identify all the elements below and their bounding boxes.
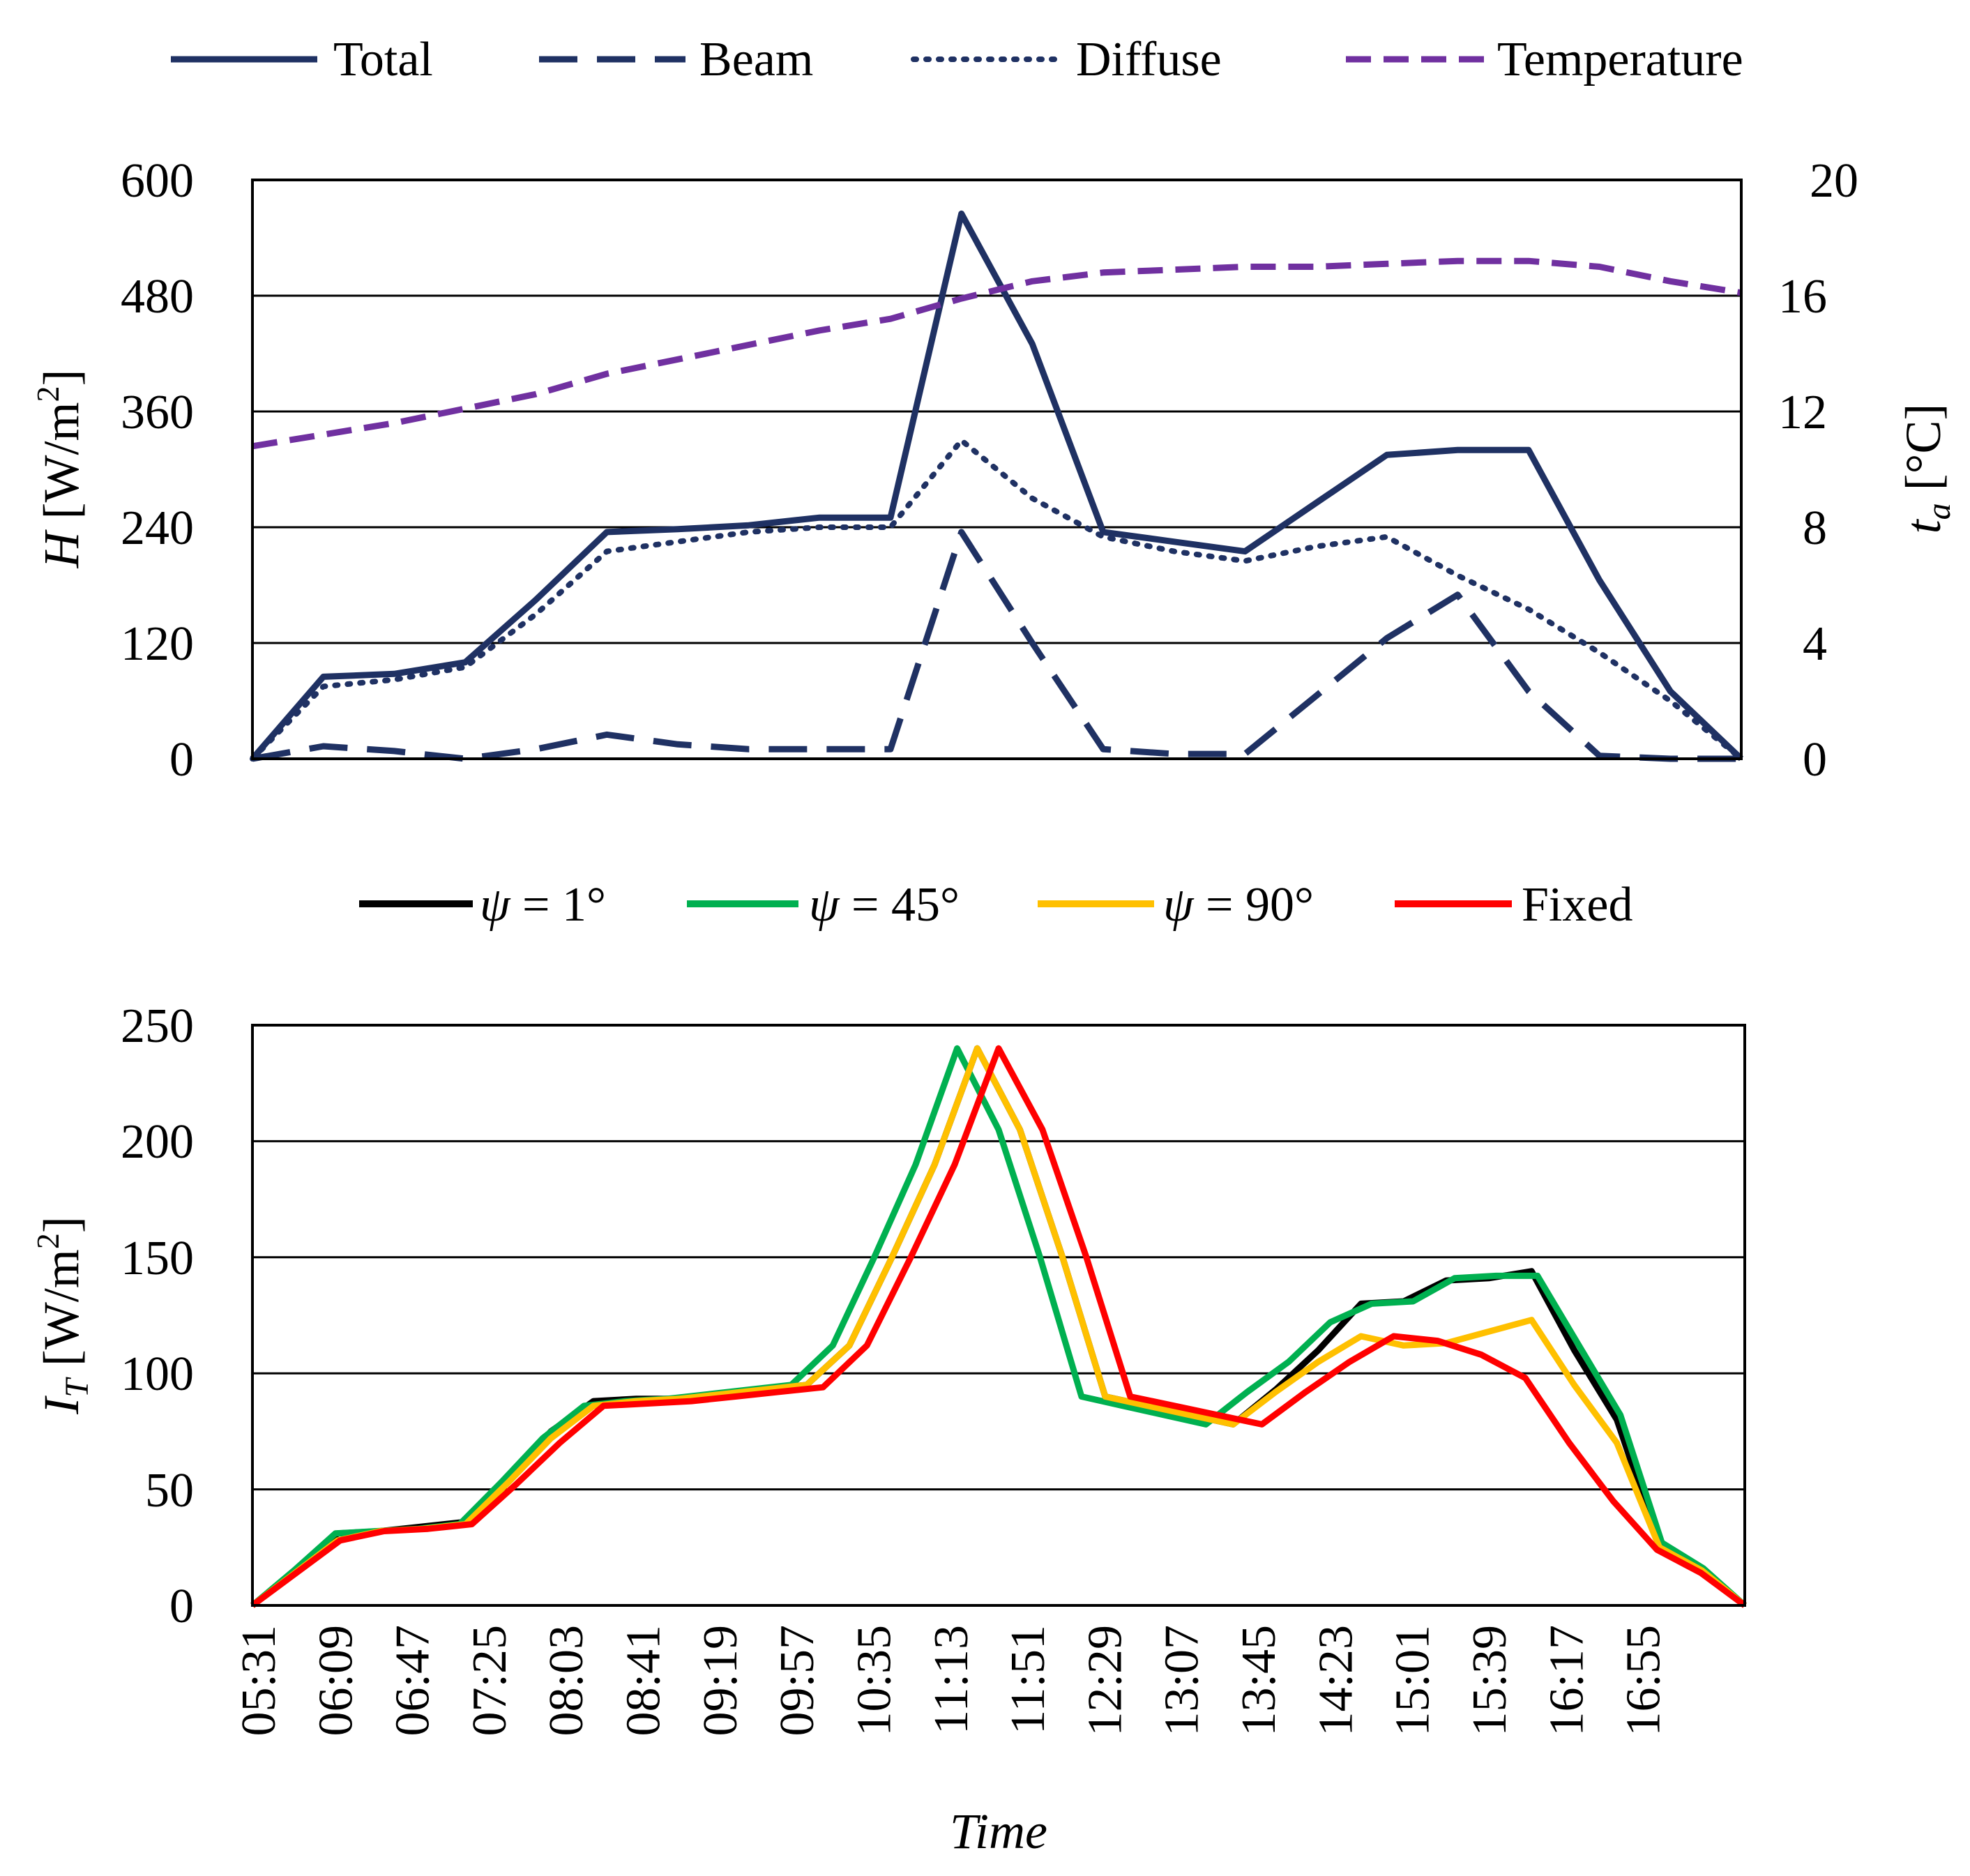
c2-ytick: 50 [145,1464,194,1518]
c1-ytick: 0 [169,733,194,787]
c2-ytick: 250 [121,999,194,1053]
chart-incident-irradiance: 0 50 100 150 200 250 05:31 06:09 06:47 07:2… [30,999,1748,1859]
c2-xtick: 16:55 [1617,1625,1671,1736]
chart-irradiance: 0 120 240 360 480 600 0 4 8 12 16 20 H [… [30,154,1957,787]
c2-xtick: 15:39 [1463,1625,1517,1736]
c2-xtick: 06:47 [386,1625,440,1736]
legend-label-total: Total [333,33,433,86]
legend-label-psi-1: ψ = 1° [480,878,606,932]
c2-y-axis-label: IT [W/m2] [30,1216,96,1415]
legend-label-temperature: Temperature [1497,33,1743,86]
c1-ytick: 360 [121,386,194,439]
c2-xtick: 07:25 [463,1625,517,1736]
c2-plot-frame [251,1024,1746,1607]
c2-xtick: 15:01 [1386,1625,1440,1736]
c1-ytick: 600 [121,154,194,208]
c1-series [250,210,1744,762]
c2-xtick: 13:07 [1156,1625,1209,1736]
c2-xtick: 08:41 [617,1625,671,1736]
c2-xtick: 08:03 [540,1625,593,1736]
c2-series-fixed [250,1045,1747,1608]
c2-xtick: 10:35 [848,1625,902,1736]
legend-label-diffuse: Diffuse [1076,33,1222,86]
c2-ytick: 200 [121,1115,194,1169]
c1-y2tick: 4 [1803,617,1827,671]
c1-left-ticks: 0 120 240 360 480 600 [121,154,194,787]
legend-label-beam: Beam [699,33,813,86]
c2-xtick: 14:23 [1309,1625,1363,1736]
c2-xtick: 09:19 [694,1625,748,1736]
c1-y2tick: 12 [1778,386,1827,439]
legend-bottom: ψ = 1° ψ = 45° ψ = 90° Fixed [359,878,1632,932]
c2-gridlines [252,1140,1745,1491]
c2-x-ticks: 05:31 06:09 06:47 07:25 08:03 08:41 09:19 09:57… [232,1625,1671,1736]
legend-label-psi-90: ψ = 90° [1163,878,1314,932]
c1-y2tick: 8 [1803,501,1827,555]
legend-label-psi-45: ψ = 45° [809,878,960,932]
c1-plot-frame [251,179,1743,760]
c1-ytick: 240 [121,501,194,555]
c2-ytick: 150 [121,1232,194,1285]
c2-series-psi-90 [250,1045,1747,1608]
c2-x-axis-label: Time [950,1803,1047,1859]
c1-y2tick: 0 [1803,733,1827,787]
c2-ytick: 100 [121,1347,194,1401]
c2-left-ticks: 0 50 100 150 200 250 [121,999,194,1633]
c2-ytick: 0 [169,1580,194,1633]
c2-xtick: 11:13 [925,1625,978,1734]
c1-right-ticks: 0 4 8 12 16 20 [1778,154,1858,787]
c1-series-total [250,210,1744,762]
c1-series-beam [252,529,1741,762]
c1-y2tick: 20 [1810,154,1858,208]
c2-xtick: 11:51 [1001,1625,1055,1734]
c2-xtick: 12:29 [1078,1625,1132,1736]
c1-ytick: 120 [121,617,194,671]
c2-xtick: 06:09 [309,1625,363,1736]
legend-top: Total Beam Diffuse Temperature [171,33,1743,86]
c2-series-psi-45 [250,1045,1748,1608]
c1-series-diffuse [250,437,1744,762]
c1-ytick: 480 [121,270,194,324]
c2-series [250,1045,1748,1608]
c2-xtick: 16:17 [1540,1625,1593,1736]
c1-y2-axis-label: ta [°C] [1895,404,1957,534]
c2-xtick: 13:45 [1232,1625,1286,1736]
c2-xtick: 09:57 [771,1625,824,1736]
legend-label-fixed: Fixed [1522,878,1632,932]
c1-y-axis-label: H [W/m2] [30,370,89,569]
c1-y2tick: 16 [1778,270,1827,324]
c1-series-temperature [252,257,1742,450]
c2-xtick: 05:31 [232,1625,286,1736]
